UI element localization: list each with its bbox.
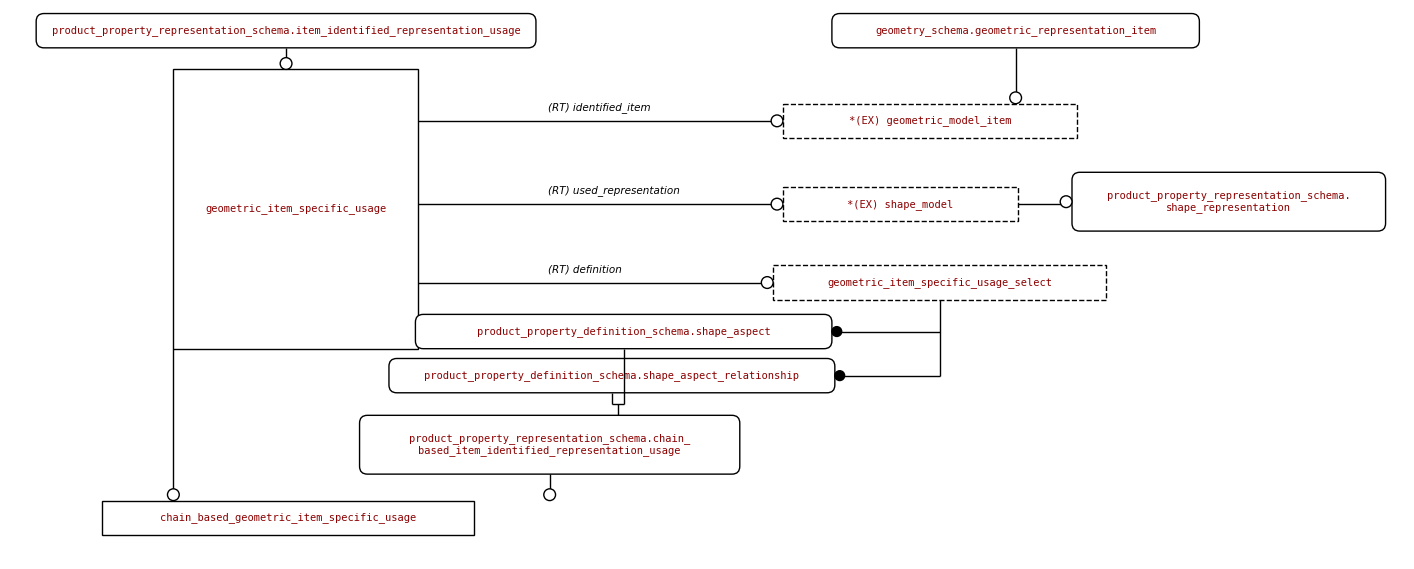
Bar (102, 501, 474, 535)
Text: *(EX) shape_model: *(EX) shape_model (847, 199, 953, 209)
Text: product_property_representation_schema.chain_
based_item_identified_representati: product_property_representation_schema.c… (409, 433, 690, 456)
Text: product_property_representation_schema.
shape_representation: product_property_representation_schema. … (1107, 190, 1350, 213)
Text: *(EX) geometric_model_item: *(EX) geometric_model_item (848, 116, 1011, 126)
Text: geometry_schema.geometric_representation_item: geometry_schema.geometric_representation… (875, 25, 1157, 36)
Circle shape (280, 57, 291, 69)
Text: chain_based_geometric_item_specific_usage: chain_based_geometric_item_specific_usag… (160, 512, 416, 523)
Bar (773, 265, 1106, 300)
Bar (783, 104, 1077, 138)
Text: (RT) used_representation: (RT) used_representation (547, 185, 680, 196)
FancyBboxPatch shape (1072, 172, 1386, 231)
Text: product_property_definition_schema.shape_aspect: product_property_definition_schema.shape… (477, 326, 771, 337)
Text: (RT) definition: (RT) definition (547, 265, 622, 275)
Circle shape (1060, 196, 1072, 208)
FancyBboxPatch shape (416, 315, 831, 349)
FancyBboxPatch shape (831, 14, 1199, 48)
Circle shape (544, 489, 556, 501)
Text: product_property_representation_schema.item_identified_representation_usage: product_property_representation_schema.i… (52, 25, 520, 36)
FancyBboxPatch shape (359, 415, 740, 474)
Circle shape (761, 277, 773, 288)
Text: (RT) identified_item: (RT) identified_item (547, 102, 650, 113)
Circle shape (831, 327, 841, 336)
Circle shape (771, 198, 783, 210)
Circle shape (1010, 92, 1021, 104)
Circle shape (834, 371, 844, 381)
Circle shape (771, 115, 783, 127)
FancyBboxPatch shape (37, 14, 536, 48)
Text: geometric_item_specific_usage: geometric_item_specific_usage (205, 204, 386, 215)
Text: product_property_definition_schema.shape_aspect_relationship: product_property_definition_schema.shape… (424, 370, 799, 381)
Circle shape (167, 489, 180, 501)
FancyBboxPatch shape (389, 358, 834, 393)
Bar (174, 69, 419, 349)
Bar (783, 187, 1018, 221)
Text: geometric_item_specific_usage_select: geometric_item_specific_usage_select (827, 277, 1052, 288)
